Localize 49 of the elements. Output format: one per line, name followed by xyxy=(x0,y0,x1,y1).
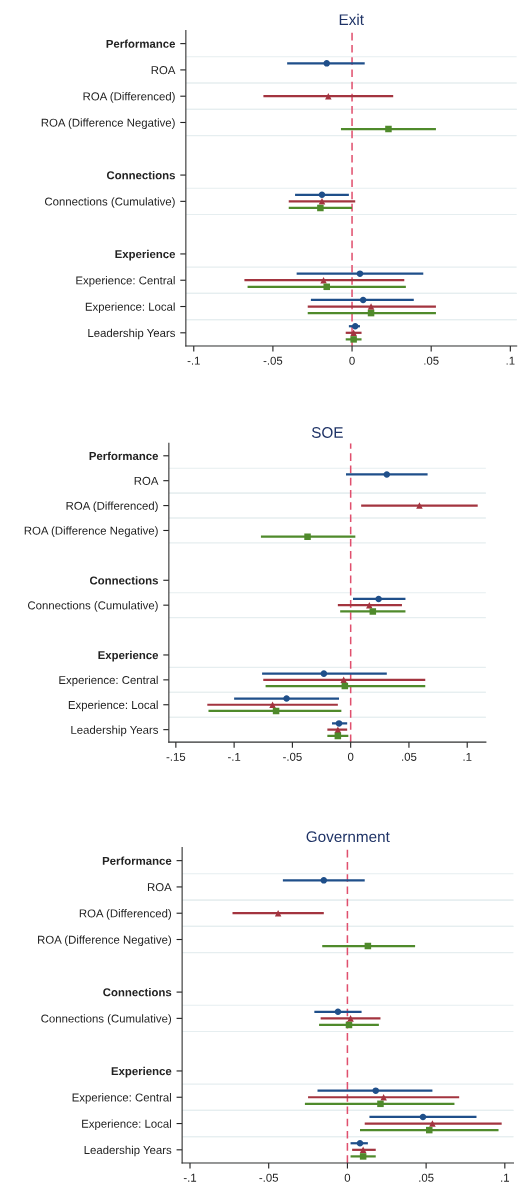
x-tick-label: 0 xyxy=(344,1173,351,1182)
chart-title: SOE xyxy=(311,427,343,438)
x-tick-label: 0 xyxy=(349,356,355,365)
y-tick-label: Experience: Central xyxy=(72,1093,171,1104)
x-tick-label: -.05 xyxy=(263,356,283,365)
y-tick-label: Leadership Years xyxy=(88,328,176,340)
x-tick-label: -.1 xyxy=(183,1173,197,1182)
x-tick-label: -.15 xyxy=(166,752,186,761)
y-tick-label: ROA (Differenced) xyxy=(79,909,172,920)
x-tick-label: -.05 xyxy=(259,1173,279,1182)
x-tick-label: -.1 xyxy=(227,752,241,761)
y-tick-label: ROA (Difference Negative) xyxy=(38,935,172,946)
y-tick-label: Experience: Local xyxy=(85,302,175,314)
y-tick-label: ROA xyxy=(134,476,159,485)
y-tick-label: Connections (Cumulative) xyxy=(28,601,158,612)
y-tick-label: ROA (Differenced) xyxy=(83,92,175,103)
chart-title: Exit xyxy=(339,13,364,26)
y-tick-label: Experience: Local xyxy=(68,700,158,712)
x-tick-label: .1 xyxy=(501,1173,510,1182)
x-tick-label: .1 xyxy=(463,752,472,761)
y-tick-label: Connections xyxy=(103,987,172,997)
y-tick-label: Leadership Years xyxy=(71,725,159,737)
x-tick-label: .05 xyxy=(424,356,439,365)
y-tick-label: Experience: Local xyxy=(82,1119,171,1131)
y-tick-label: Connections (Cumulative) xyxy=(41,1014,172,1025)
x-tick-label: 0 xyxy=(347,752,354,761)
chart-title: Government xyxy=(306,831,390,843)
y-tick-label: ROA xyxy=(147,883,172,892)
x-tick-label: -.1 xyxy=(187,356,200,365)
x-tick-label: .05 xyxy=(402,752,417,761)
y-tick-label: Experience xyxy=(111,1066,172,1078)
y-tick-label: Experience: Central xyxy=(59,675,158,687)
x-tick-label: .1 xyxy=(506,356,515,365)
y-tick-label: Experience: Central xyxy=(76,276,175,287)
y-tick-label: ROA (Differenced) xyxy=(66,501,158,513)
y-tick-label: Experience xyxy=(98,650,159,662)
y-tick-label: Leadership Years xyxy=(84,1145,172,1157)
y-tick-label: Experience xyxy=(115,249,176,261)
y-tick-label: Performance xyxy=(102,856,172,865)
y-tick-label: Connections xyxy=(106,170,175,180)
y-tick-label: ROA (Difference Negative) xyxy=(41,118,175,129)
y-tick-label: ROA (Difference Negative) xyxy=(24,526,158,537)
y-tick-label: Performance xyxy=(89,451,159,461)
y-tick-label: Connections (Cumulative) xyxy=(44,197,175,208)
y-tick-label: Connections xyxy=(89,576,158,585)
x-tick-label: -.05 xyxy=(283,752,302,761)
x-tick-label: .05 xyxy=(419,1173,434,1182)
y-tick-label: Performance xyxy=(106,39,176,48)
y-tick-label: ROA xyxy=(151,66,176,75)
